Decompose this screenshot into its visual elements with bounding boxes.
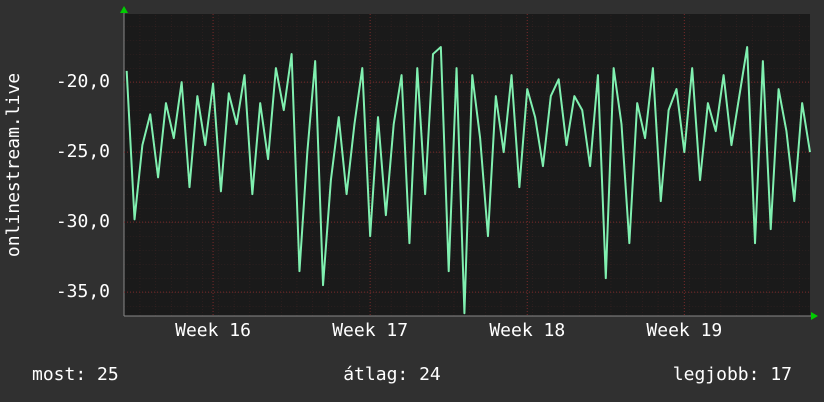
stat-best: legjobb: 17 [673,364,792,385]
x-tick-label: Week 17 [332,320,408,341]
y-axis-label: onlinestream.live [3,73,24,257]
series-line [125,46,811,315]
minor-grid [124,14,810,316]
y-tick-label: -35,0 [56,281,110,302]
x-tick-label: Week 19 [646,320,722,341]
x-arrow [811,312,818,320]
x-tick-label: Week 16 [175,320,251,341]
y-tick-label: -30,0 [56,211,110,232]
y-tick-label: -20,0 [56,71,110,92]
y-arrow [120,6,128,13]
stat-current: most: 25 [32,364,119,385]
x-tick-label: Week 18 [489,320,565,341]
y-tick-label: -25,0 [56,141,110,162]
stat-average: átlag: 24 [343,364,441,385]
